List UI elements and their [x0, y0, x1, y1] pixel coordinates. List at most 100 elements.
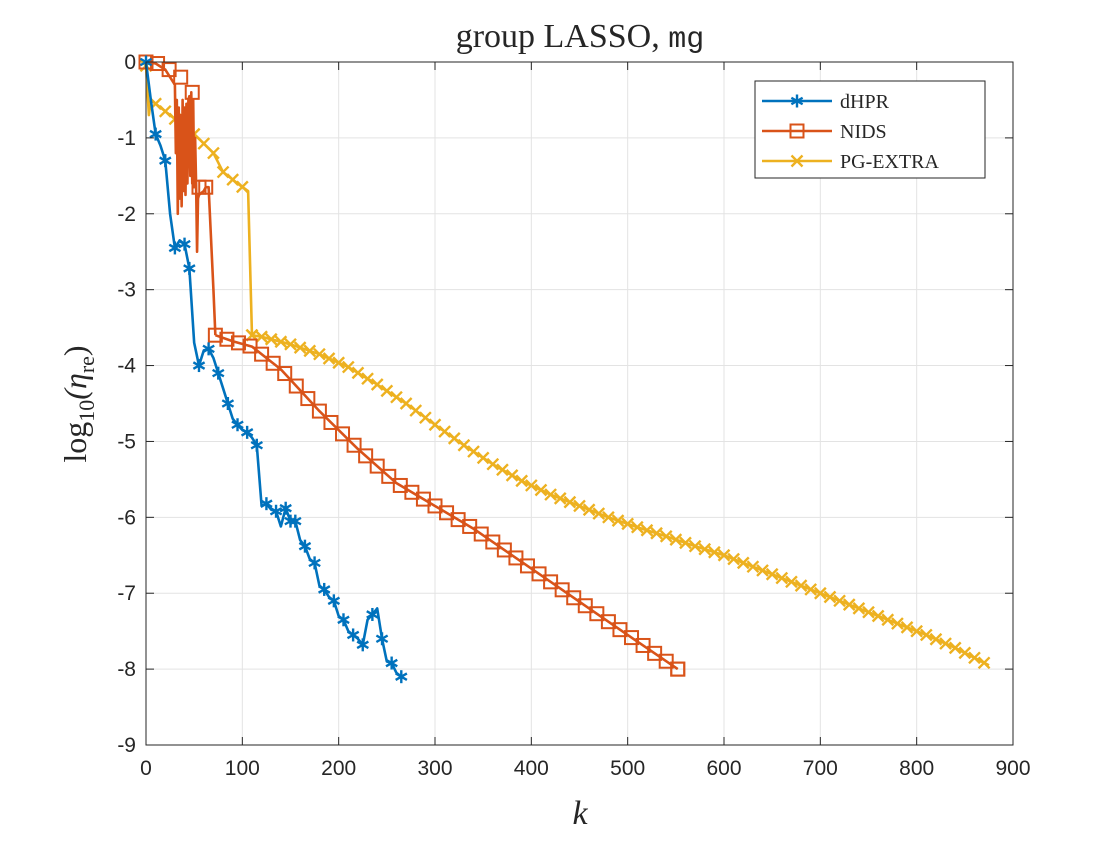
- data-point-pg-extra: [553, 492, 567, 505]
- data-point-pg-extra: [370, 378, 384, 391]
- data-point-dhpr: [279, 501, 292, 515]
- data-point-pg-extra: [842, 598, 856, 611]
- x-tick-label: 0: [140, 757, 152, 780]
- data-point-dhpr: [375, 632, 389, 646]
- data-point-pg-extra: [602, 510, 615, 524]
- data-point-pg-extra: [804, 583, 818, 596]
- data-point-pg-extra: [794, 579, 808, 592]
- data-point-pg-extra: [284, 337, 297, 351]
- data-point-dhpr: [178, 237, 191, 251]
- data-point-pg-extra: [573, 499, 586, 513]
- data-point-pg-extra: [669, 533, 683, 546]
- data-point-dhpr: [240, 425, 254, 439]
- x-axis-label: k: [572, 795, 588, 832]
- data-point-nids: [198, 179, 214, 195]
- data-point-pg-extra: [736, 556, 750, 570]
- x-tick-label: 200: [321, 757, 356, 780]
- data-point-pg-extra: [659, 529, 673, 543]
- data-point-nids: [508, 550, 524, 566]
- x-tick-label: 400: [514, 757, 549, 780]
- data-point-dhpr: [385, 656, 398, 670]
- series-nids: [138, 54, 686, 677]
- data-point-pg-extra: [688, 539, 702, 553]
- data-point-pg-extra: [630, 520, 644, 534]
- data-point-nids: [300, 391, 316, 407]
- data-point-pg-extra: [235, 180, 249, 194]
- data-point-pg-extra: [881, 613, 895, 627]
- data-point-nids: [288, 378, 304, 394]
- data-point-pg-extra: [823, 590, 837, 604]
- data-point-nids: [473, 526, 489, 542]
- data-point-pg-extra: [958, 646, 972, 660]
- data-point-pg-extra: [611, 514, 625, 527]
- data-point-nids: [161, 62, 177, 78]
- data-point-pg-extra: [255, 330, 268, 344]
- data-point-nids: [311, 403, 327, 419]
- data-point-pg-extra: [226, 173, 240, 186]
- data-point-nids: [358, 448, 374, 464]
- data-point-nids: [219, 331, 235, 347]
- data-point-nids: [612, 622, 628, 638]
- data-point-nids: [369, 458, 385, 474]
- series-pg-extra: [139, 59, 991, 670]
- data-point-nids: [566, 590, 582, 606]
- x-tick-label: 900: [995, 757, 1030, 780]
- data-point-pg-extra: [582, 503, 596, 517]
- y-tick-label: -9: [117, 734, 136, 757]
- data-point-pg-extra: [409, 404, 423, 417]
- data-point-dhpr: [298, 539, 312, 553]
- data-point-pg-extra: [727, 552, 740, 566]
- data-point-pg-extra: [216, 165, 230, 179]
- data-point-dhpr: [192, 359, 206, 373]
- data-point-dhpr: [366, 607, 379, 621]
- svg-text:log10(ηre): log10(ηre): [57, 345, 99, 462]
- data-point-pg-extra: [919, 628, 933, 642]
- data-point-pg-extra: [968, 651, 981, 665]
- data-point-dhpr: [168, 241, 182, 255]
- data-point-pg-extra: [515, 474, 529, 488]
- y-tick-label: -4: [117, 355, 136, 378]
- data-point-pg-extra: [438, 425, 451, 438]
- data-point-dhpr: [337, 613, 350, 627]
- data-point-nids: [543, 574, 559, 590]
- data-point-dhpr: [202, 342, 215, 356]
- data-point-nids: [346, 437, 362, 453]
- x-tick-label: 700: [803, 757, 838, 780]
- data-point-dhpr: [250, 438, 264, 452]
- data-point-pg-extra: [496, 463, 509, 477]
- x-tick-label: 300: [417, 757, 452, 780]
- data-point-nids: [254, 346, 270, 362]
- legend-item: dHPR: [762, 91, 890, 113]
- data-point-pg-extra: [708, 545, 721, 559]
- legend-marker: [790, 94, 804, 108]
- legend-label: NIDS: [840, 121, 887, 143]
- data-point-pg-extra: [524, 479, 538, 492]
- data-point-dhpr: [183, 261, 196, 275]
- data-point-pg-extra: [910, 624, 924, 638]
- data-point-pg-extra: [332, 356, 346, 370]
- data-point-nids: [600, 614, 616, 630]
- chart-title: group LASSO, mg: [456, 18, 705, 57]
- data-point-nids: [658, 653, 674, 669]
- data-point-pg-extra: [621, 517, 635, 531]
- data-point-dhpr: [308, 556, 321, 570]
- data-point-pg-extra: [891, 617, 904, 630]
- data-point-pg-extra: [322, 352, 336, 365]
- data-point-pg-extra: [534, 483, 548, 497]
- legend-marker: [790, 154, 804, 168]
- data-point-dhpr: [356, 638, 369, 652]
- data-point-nids: [230, 335, 246, 351]
- data-point-pg-extra: [862, 605, 875, 619]
- legend-item: PG-EXTRA: [762, 151, 939, 173]
- data-point-nids: [554, 582, 570, 598]
- legend-label: PG-EXTRA: [840, 151, 939, 173]
- data-point-pg-extra: [977, 656, 991, 670]
- series-dhpr: [139, 55, 408, 684]
- data-point-pg-extra: [390, 390, 403, 404]
- y-tick-label: -3: [117, 279, 136, 302]
- y-tick-label: -7: [117, 582, 136, 605]
- data-point-pg-extra: [505, 468, 519, 482]
- y-axis-label: log10(ηre): [57, 345, 99, 462]
